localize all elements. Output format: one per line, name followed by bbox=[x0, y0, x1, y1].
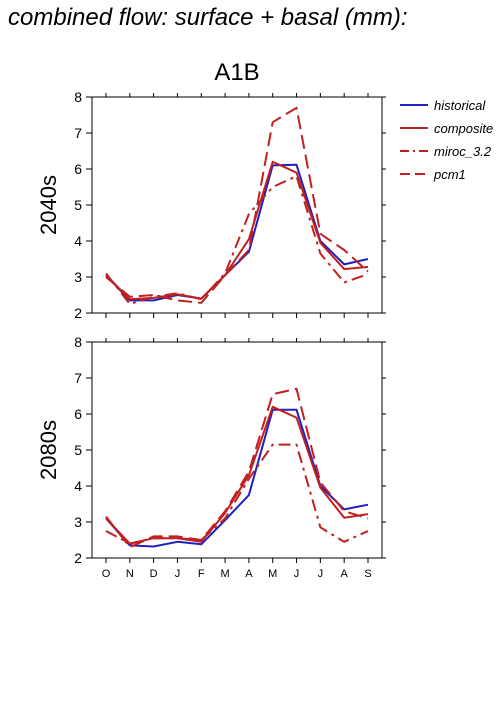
plot-frame bbox=[91, 341, 383, 559]
series-line-pcm1 bbox=[105, 387, 369, 549]
series-line-pcm1 bbox=[105, 106, 369, 304]
chart-legend: historical composite miroc_3.2 pcm1 bbox=[400, 98, 493, 182]
x-tick-label: A bbox=[245, 568, 253, 580]
y-tick-label: 6 bbox=[74, 161, 82, 177]
page-title: combined flow: surface + basal (mm): bbox=[8, 4, 408, 31]
y-tick-label: 3 bbox=[74, 269, 82, 285]
panel-2080s: 2 3 4 5 6 7 8 O N D J F M A M J J A S 2080s bbox=[36, 334, 386, 580]
y-tick-label: 7 bbox=[74, 370, 82, 386]
x-tick-label: M bbox=[221, 568, 230, 580]
x-tick-label: J bbox=[318, 568, 324, 580]
x-tick-label: A bbox=[341, 568, 349, 580]
panel-2040s: 2 3 4 5 6 7 8 2040s bbox=[36, 89, 386, 321]
row-label: 2080s bbox=[36, 420, 61, 480]
x-tick-label: S bbox=[364, 568, 371, 580]
row-label: 2040s bbox=[36, 175, 61, 235]
legend-label: composite bbox=[434, 121, 493, 136]
y-tick-label: 8 bbox=[74, 334, 82, 350]
chart-panels: 2 3 4 5 6 7 8 2040s 2 3 4 5 6 7 8 O N D J F M A M J J A S 2080s bbox=[36, 89, 386, 580]
series-line-historical bbox=[105, 408, 369, 548]
legend-label: miroc_3.2 bbox=[434, 144, 492, 159]
scenario-title: A1B bbox=[214, 59, 259, 86]
y-tick-label: 2 bbox=[74, 550, 82, 566]
plot-frame bbox=[91, 96, 383, 314]
y-tick-label: 3 bbox=[74, 514, 82, 530]
series-line-composite bbox=[105, 405, 369, 545]
y-tick-label: 5 bbox=[74, 442, 82, 458]
x-tick-label: F bbox=[198, 568, 205, 580]
series-line-miroc-3-2 bbox=[105, 175, 369, 305]
x-tick-label: J bbox=[294, 568, 300, 580]
y-tick-label: 8 bbox=[74, 89, 82, 105]
x-tick-label: O bbox=[102, 568, 111, 580]
series-line-composite bbox=[105, 160, 369, 301]
x-tick-label: D bbox=[150, 568, 158, 580]
y-tick-label: 5 bbox=[74, 197, 82, 213]
y-tick-label: 7 bbox=[74, 125, 82, 141]
series-line-historical bbox=[105, 163, 369, 302]
legend-label: pcm1 bbox=[433, 167, 466, 182]
x-tick-label: J bbox=[175, 568, 181, 580]
legend-label: historical bbox=[434, 98, 486, 113]
y-tick-label: 6 bbox=[74, 406, 82, 422]
y-tick-label: 4 bbox=[74, 233, 82, 249]
y-tick-label: 2 bbox=[74, 305, 82, 321]
series-line-miroc-3-2 bbox=[105, 443, 369, 545]
x-tick-label: N bbox=[126, 568, 134, 580]
y-tick-label: 4 bbox=[74, 478, 82, 494]
x-tick-label: M bbox=[268, 568, 277, 580]
